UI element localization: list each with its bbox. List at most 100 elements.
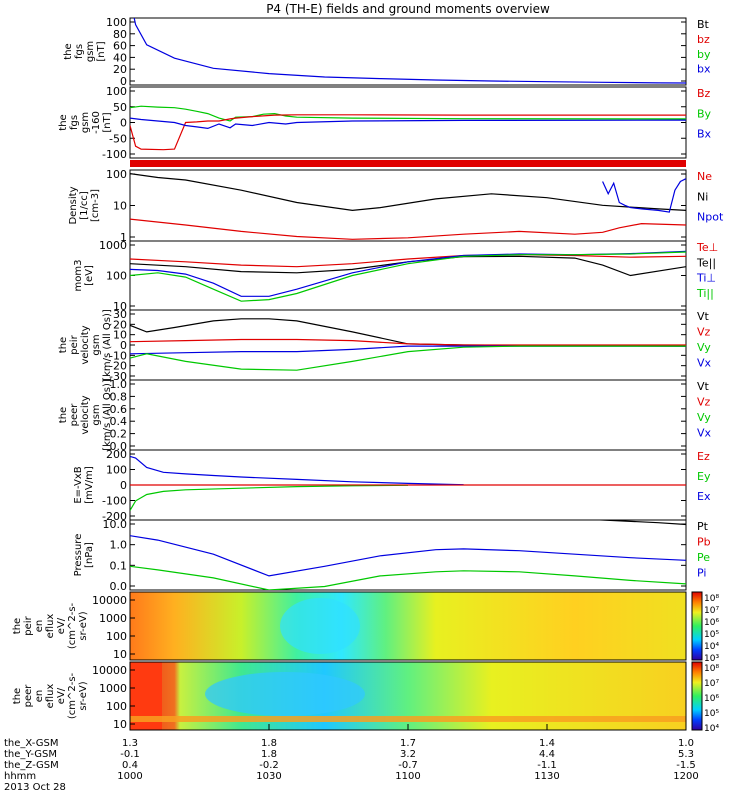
spec-ylabel-peir_en-4: eV/ [56, 617, 67, 634]
ylabel-dens-0: Density [68, 186, 79, 224]
spec-ylabel-peir_en-1: peir [23, 615, 34, 635]
tick-label-peir-0: 30 [113, 308, 127, 321]
x-row-label-the_Y-GSM: the_Y-GSM [4, 749, 57, 760]
legend-press-Pi: Pi [697, 567, 706, 580]
legend-fgs-bz: bz [697, 33, 710, 46]
legend-dens-Npot: Npot [697, 211, 724, 224]
tick-label-fgs_f-2: 0 [120, 117, 127, 130]
legend-dens-Ni: Ni [697, 190, 708, 203]
x-row-value-the_Z-GSM-2: -0.7 [398, 760, 418, 771]
tick-label-fgs-5: 0 [120, 75, 127, 88]
panel-frame-press [129, 519, 687, 591]
x-row-value-the_Y-GSM-2: 3.2 [400, 749, 416, 760]
tick-label-efield-4: -200 [102, 510, 127, 523]
spec-ylabel-peir_en-3: eflux [45, 614, 56, 639]
legend-efield-Ey: Ey [697, 470, 711, 483]
tick-label-peer-0: 1.0 [110, 378, 128, 391]
x-row-label-the_Z-GSM: the_Z-GSM [4, 760, 59, 771]
series-dens-Npot [602, 178, 686, 213]
series-peir-Vz [130, 338, 686, 346]
panel-frame-peer [129, 379, 687, 451]
x-date: 2013 Oct 28 [4, 782, 66, 793]
tick-label-peir-1: 20 [113, 318, 127, 331]
ylabel-fgs-3: [nT] [96, 41, 107, 61]
panel-frame-fgs [129, 17, 687, 86]
ylabel-peer-2: velocity [80, 395, 91, 434]
x-row-value-hhmm-3: 1130 [534, 771, 559, 782]
ylabel-fgs_f-0: the [58, 114, 69, 130]
tick-label-efield-1: 100 [106, 464, 127, 477]
x-row-value-the_Y-GSM-4: 5.3 [678, 749, 694, 760]
legend-peer-Vz: Vz [697, 396, 711, 409]
legend-peer-Vx: Vx [697, 427, 712, 440]
legend-peir-Vx: Vx [697, 357, 712, 370]
spec-tick-label-peir_en-1: 1000 [99, 612, 127, 625]
legend-fgs_f-Bx: Bx [697, 128, 712, 141]
ylabel-peir-3: gsm [91, 334, 102, 355]
x-row-value-the_X-GSM-3: 1.4 [539, 738, 555, 749]
x-row-value-the_Z-GSM-1: -0.2 [259, 760, 279, 771]
x-row-value-hhmm-2: 1100 [395, 771, 420, 782]
panel-frame-fgs_f [129, 86, 687, 159]
x-row-value-the_Y-GSM-1: 1.8 [261, 749, 277, 760]
spec-ylabel-peir_en-2: en [34, 620, 45, 633]
legend-fgs_f-Bz: Bz [697, 87, 711, 100]
x-row-value-the_X-GSM-2: 1.7 [400, 738, 416, 749]
colorbar-label-peer_en-2: 10⁶ [704, 694, 719, 704]
tick-label-press-1: 1.0 [110, 539, 128, 552]
x-row-value-the_Z-GSM-3: -1.1 [537, 760, 557, 771]
x-row-value-the_Z-GSM-4: -1.5 [676, 760, 696, 771]
tick-label-temp-0: 1000 [99, 239, 127, 252]
tick-label-temp-2: 10 [113, 300, 127, 313]
x-row-value-the_Y-GSM-0: -0.1 [120, 749, 140, 760]
red-bar [130, 160, 686, 167]
ylabel-peir-2: velocity [80, 325, 91, 364]
spec-tick-label-peir_en-2: 100 [106, 630, 127, 643]
legend-fgs-Bt: Bt [697, 18, 710, 31]
spec-ylabel-peir_en-6: sr-eV) [78, 611, 89, 640]
x-row-label-the_X-GSM: the_X-GSM [4, 738, 58, 749]
tick-label-fgs-2: 60 [113, 40, 127, 53]
ylabel-peer-1: peer [69, 403, 80, 427]
tick-label-peir-4: -10 [109, 349, 127, 362]
x-row-value-the_X-GSM-1: 1.8 [261, 738, 277, 749]
ylabel-press-0: Pressure [73, 534, 84, 577]
spec-ylabel-peir_en-0: the [12, 618, 23, 634]
x-row-value-the_X-GSM-4: 1.0 [678, 738, 694, 749]
ylabel-peer-0: the [58, 407, 69, 423]
series-dens-Ni [130, 173, 686, 212]
colorbar-label-peir_en-0: 10⁸ [704, 594, 719, 604]
spec-ylabel-peer_en-2: en [34, 690, 45, 703]
series-press-Pt [589, 520, 686, 526]
spectrogram-peir_en [130, 592, 686, 660]
legend-temp-Te⊥: Te⊥ [696, 241, 718, 254]
colorbar-label-peer_en-0: 10⁸ [704, 664, 719, 674]
ylabel-fgs_f-3: -160 [91, 111, 102, 134]
tick-label-peir-5: -20 [109, 360, 127, 373]
tick-label-fgs-0: 100 [106, 16, 127, 29]
legend-efield-Ez: Ez [697, 450, 710, 463]
panel-frame-temp [129, 240, 687, 311]
series-fgs_f-Bz [130, 114, 686, 151]
ylabel-peer-4: [km/s (All Qs)] [102, 379, 113, 451]
ylabel-fgs_f-4: [nT] [102, 112, 113, 132]
series-efield-Ey [130, 484, 409, 511]
x-row-label-hhmm: hhmm [4, 771, 36, 782]
colorbar-label-peir_en-1: 10⁷ [704, 606, 719, 616]
tick-label-fgs_f-3: -50 [109, 132, 127, 145]
ylabel-temp-1: [eV] [84, 265, 95, 286]
ylabel-peir-1: peir [69, 334, 80, 354]
tick-label-efield-2: 0 [120, 479, 127, 492]
series-fgs_f-Bx [130, 117, 686, 130]
tick-label-efield-3: -100 [102, 495, 127, 508]
colorbar-label-peir_en-3: 10⁵ [704, 630, 719, 640]
spec-tick-label-peir_en-3: 10 [113, 648, 127, 661]
tick-label-press-0: 10.0 [103, 518, 128, 531]
legend-temp-Ti⊥: Ti⊥ [696, 272, 716, 285]
tick-label-fgs_f-4: -100 [102, 148, 127, 161]
ylabel-fgs-0: the [63, 43, 74, 59]
ylabel-peir-4: [km/s (All Qs)] [102, 309, 113, 381]
ylabel-efield-1: [mV/m] [84, 466, 95, 504]
tick-label-peer-2: 0.6 [110, 403, 128, 416]
